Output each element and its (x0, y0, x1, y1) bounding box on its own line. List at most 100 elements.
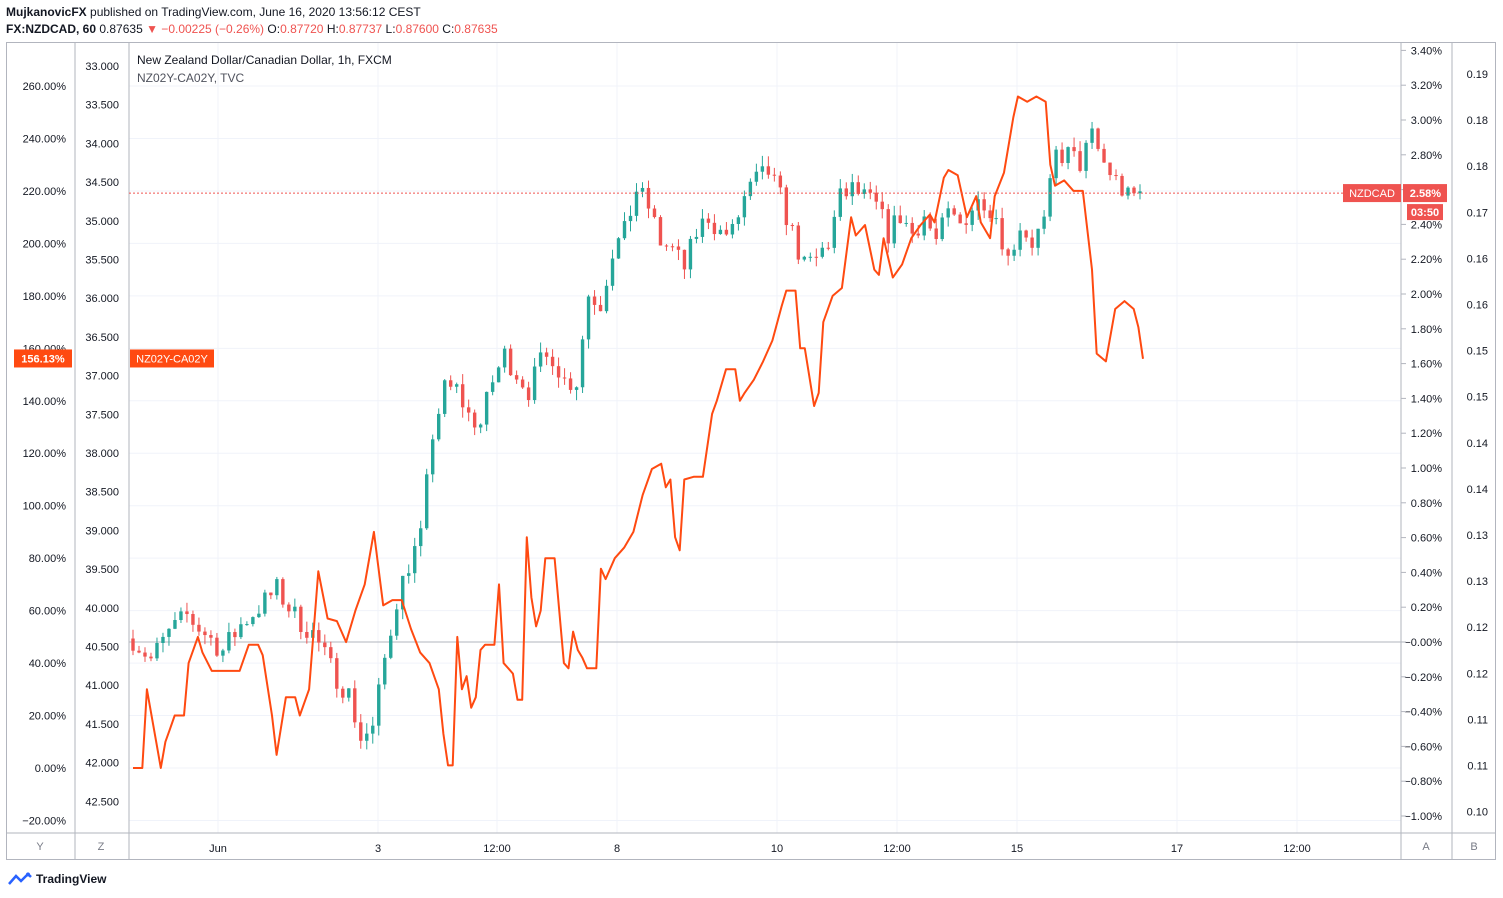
candle-body (598, 304, 603, 312)
candle-body (760, 166, 765, 172)
scale-button-y[interactable]: Y (36, 841, 44, 853)
time-tick: 10 (771, 843, 783, 855)
candle-body (508, 348, 513, 376)
time-tick: 12:00 (883, 843, 911, 855)
candle-body (1000, 218, 1004, 250)
candle-body (191, 614, 195, 625)
candle-body (958, 214, 962, 224)
candle-body (766, 166, 771, 175)
scale-button-b[interactable]: B (1470, 841, 1477, 853)
legend-overlay[interactable]: NZ02Y-CA02Y, TVC (137, 71, 245, 85)
candle-body (892, 215, 896, 244)
candle-body (862, 189, 866, 194)
candle-body (1030, 237, 1034, 248)
candle-body (419, 528, 423, 547)
candle-body (341, 688, 345, 698)
candle-body (538, 352, 543, 367)
time-tick: 12:00 (1283, 843, 1311, 855)
left-percent-tick: 200.00% (23, 238, 67, 250)
right-percent-tick: 1.00% (1411, 463, 1442, 475)
symbol-interval: FX:NZDCAD, 60 (6, 22, 97, 36)
right-percent-tick: 0.40% (1411, 567, 1442, 579)
candle-body (472, 412, 477, 428)
left-percent-tick: 100.00% (23, 501, 67, 513)
right-price-tick: 0.16 (1467, 300, 1488, 312)
candle-body (299, 606, 303, 632)
candle-body (886, 209, 890, 244)
candle-body (742, 196, 747, 218)
candle-body (1006, 249, 1010, 256)
right-price-tick: 0.16 (1467, 253, 1488, 265)
candle-body (149, 656, 153, 659)
left-price-tick: 33.000 (85, 61, 119, 73)
spread-value-bg (14, 349, 72, 368)
chart-frame (6, 42, 1496, 860)
left-price-tick: 33.500 (85, 100, 119, 112)
right-percent-tick: −0.80% (1404, 776, 1442, 788)
candle-body (808, 256, 813, 258)
left-price-tick: 39.000 (85, 525, 119, 537)
right-percent-tick: 1.60% (1411, 359, 1442, 371)
candle-body (484, 391, 489, 425)
low-label: L: (385, 22, 396, 36)
candle-body (532, 366, 537, 401)
left-percent-tick: 40.00% (29, 658, 67, 670)
candle-body (1012, 249, 1016, 256)
grid (129, 43, 1401, 833)
left-price-tick: 41.500 (85, 719, 119, 731)
countdown: 03:50 (1411, 207, 1439, 219)
left-price-tick: 41.000 (85, 680, 119, 692)
candle-body (221, 650, 225, 656)
right-price-tick: 0.12 (1467, 622, 1488, 634)
candle-body (383, 657, 387, 685)
time-tick: 15 (1011, 843, 1023, 855)
candle-body (227, 632, 231, 651)
legend-main[interactable]: New Zealand Dollar/Canadian Dollar, 1h, … (137, 53, 392, 67)
nz02y-ca02y-line (133, 95, 1144, 769)
candle-body (287, 604, 291, 612)
candle-body (401, 575, 405, 610)
candle-body (502, 348, 507, 368)
scale-button-a[interactable]: A (1422, 841, 1430, 853)
candle-body (820, 247, 825, 257)
time-tick: 17 (1171, 843, 1183, 855)
spread-name: NZ02Y-CA02Y (136, 353, 208, 365)
right-percent-tick: 2.00% (1411, 289, 1442, 301)
tradingview-logo-icon (8, 872, 32, 885)
candle-body (634, 191, 639, 216)
candle-body (269, 592, 273, 596)
scale-button-z[interactable]: Z (98, 841, 105, 853)
low-value: 0.87600 (395, 22, 439, 36)
candle-body (371, 725, 375, 734)
candle-body (796, 225, 801, 260)
candle-body (784, 187, 789, 226)
candle-body (610, 258, 615, 286)
last-price: 0.87635 (99, 22, 143, 36)
candle-body (257, 613, 261, 618)
right-price-tick: 0.15 (1467, 392, 1488, 404)
candle-body (239, 624, 243, 638)
candle-body (964, 223, 968, 225)
candle-body (365, 733, 369, 741)
left-price-tick: 37.500 (85, 409, 119, 421)
candle-body (706, 218, 711, 223)
candle-body (700, 218, 705, 237)
footer-brand[interactable]: TradingView (8, 872, 106, 886)
right-price-tick: 0.18 (1467, 161, 1488, 173)
right-price-tick: 0.19 (1467, 69, 1488, 81)
nzdcad-candles (131, 121, 1142, 750)
author-name[interactable]: MujkanovicFX (6, 5, 87, 19)
right-price-tick: 0.10 (1467, 807, 1488, 819)
right-percent-tick: 1.40% (1411, 393, 1442, 405)
price-change: ▼ −0.00225 (−0.26%) (146, 22, 265, 36)
nzdcad-label: NZDCAD (1349, 188, 1395, 200)
left-percent-tick: 20.00% (29, 711, 67, 723)
candle-body (173, 620, 177, 629)
candle-body (826, 247, 831, 249)
candle-body (910, 222, 914, 234)
candle-body (718, 229, 723, 235)
left-price-tick: 34.000 (85, 138, 119, 150)
candle-body (574, 387, 579, 390)
publish-text: published on TradingView.com, June 16, 2… (90, 5, 421, 19)
